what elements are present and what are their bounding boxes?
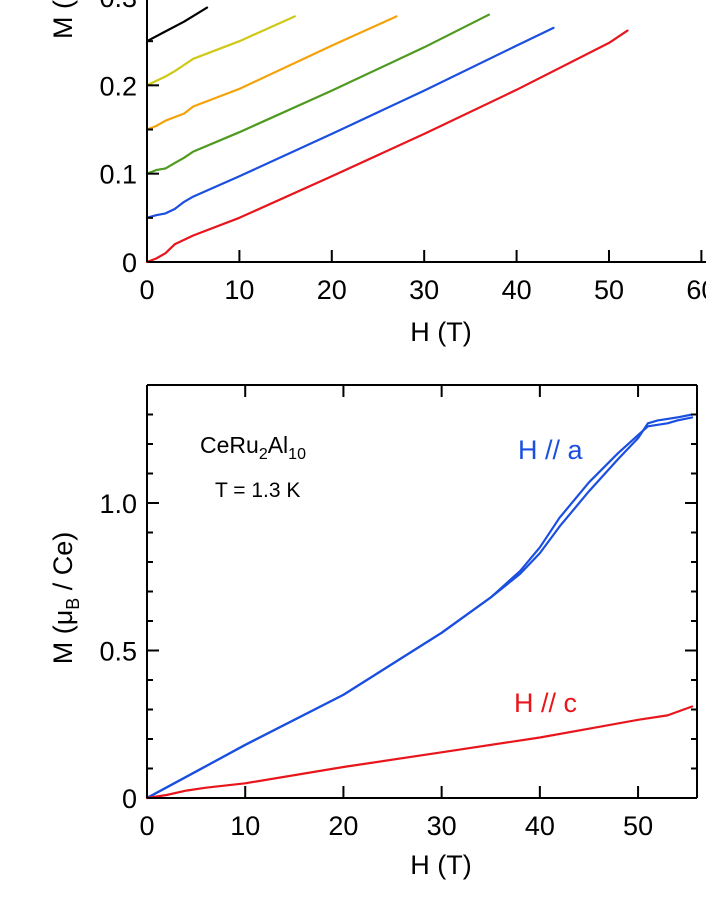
h-parallel-a-label: H // a [518,435,584,465]
bottom-x-axis-label: H (T) [410,850,471,880]
bottom-chart: 0 10 20 30 40 50 0 0.5 1.0 H (T) M (μB / Ce) CeR… [48,384,698,880]
compound-annotation: CeRu2Al10 [200,432,306,463]
bottom-series-line-2 [145,705,694,800]
top-x-tick-label-0: 0 [139,275,154,305]
top-x-tick-label-5: 50 [594,275,624,305]
top-y-axis-label: M ( [48,0,78,39]
bottom-x-tick-label-0: 0 [139,811,154,841]
h-parallel-c-label: H // c [514,688,577,718]
top-y-tick-label-1: 0.1 [99,160,137,190]
top-ticks-group: 0 10 20 30 40 50 60 0 0.1 0.2 0.3 [99,0,706,305]
top-x-tick-label-3: 30 [409,275,439,305]
top-y-tick-label-3: 0.3 [99,0,137,13]
top-series-line-2 [145,13,490,175]
bottom-x-tick-label-2: 20 [328,811,358,841]
bottom-y-tick-label-0: 0 [122,784,137,814]
top-series-line-1 [145,26,555,219]
top-series-line-0 [145,29,629,264]
temperature-annotation: T = 1.3 K [215,479,300,502]
bottom-series-line-1 [145,416,694,800]
top-series-line-3 [145,15,398,131]
top-series-line-5 [145,6,209,43]
bottom-x-tick-label-3: 30 [427,811,457,841]
bottom-series-line-0 [145,413,694,800]
top-y-tick-label-0: 0 [122,248,137,278]
bottom-y-axis-label: M (μB / Ce) [48,532,83,665]
top-y-tick-label-2: 0.2 [99,71,137,101]
bottom-ticks-group: 0 10 20 30 40 50 0 0.5 1.0 [99,384,697,841]
top-x-tick-label-6: 60 [686,275,706,305]
top-chart: 0 10 20 30 40 50 60 0 0.1 0.2 0.3 H (T) M ( [48,0,706,347]
bottom-y-tick-label-1: 0.5 [99,637,137,667]
top-x-tick-label-4: 40 [502,275,532,305]
bottom-series-group [145,413,694,800]
bottom-y-tick-label-2: 1.0 [99,489,137,519]
top-x-tick-label-1: 10 [224,275,254,305]
bottom-x-tick-label-5: 50 [623,811,653,841]
top-series-group [145,6,629,264]
top-axes-group [146,0,706,263]
top-x-tick-label-2: 20 [317,275,347,305]
bottom-x-tick-label-4: 40 [525,811,555,841]
top-series-line-4 [145,15,296,87]
bottom-x-tick-label-1: 10 [230,811,260,841]
top-x-axis-label: H (T) [410,317,471,347]
